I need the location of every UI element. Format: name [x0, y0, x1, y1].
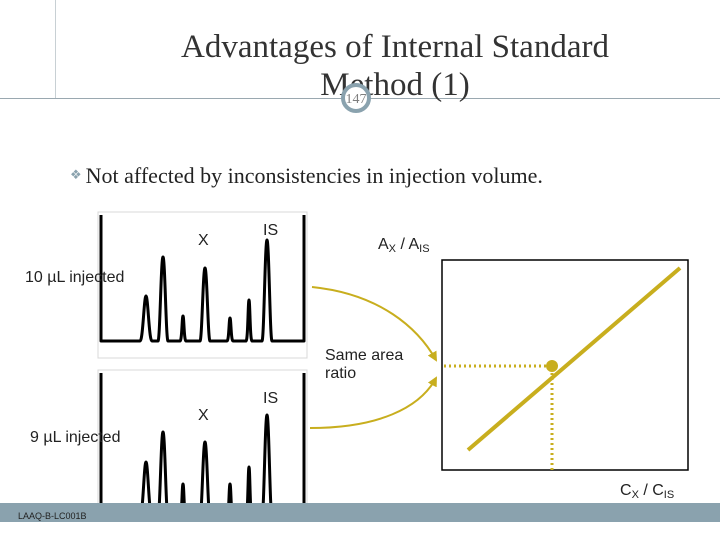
x-axis-label-sub-is: IS — [663, 489, 675, 501]
x-axis-label-main: C — [620, 482, 632, 499]
y-axis-label-sep: / A — [396, 236, 420, 253]
top-injection-label: 10 µL injected — [25, 269, 125, 286]
page-number-ring — [341, 83, 371, 113]
bullet-icon: ❖ — [70, 167, 82, 182]
footer-code: LAAQ-B-LC001B — [18, 511, 87, 521]
x-axis-label-sub-x: X — [631, 489, 639, 501]
bullet-point: ❖ Not affected by inconsistencies in inje… — [70, 163, 543, 189]
bullet-text: Not affected by inconsistencies in injec… — [85, 163, 543, 188]
y-axis-label-sub-x: X — [388, 243, 397, 255]
bottom-injection-label: 9 µL injected — [30, 429, 121, 446]
chromatogram-top-trace — [99, 215, 306, 343]
same-area-ratio-label: Same area ratio — [325, 347, 404, 382]
bottom-peak-x-label: X — [198, 407, 209, 424]
chromatogram-top — [97, 211, 308, 359]
bottom-peak-is-label: IS — [263, 390, 279, 407]
page-number: 147 — [345, 92, 367, 107]
top-peak-x-label: X — [198, 232, 209, 249]
bottom-ratio-arrow — [309, 376, 437, 429]
calibration-line — [466, 266, 682, 452]
x-axis-label: CX / CIS — [620, 482, 674, 504]
y-axis-label-sub-is: IS — [419, 243, 430, 255]
chromatogram-bottom — [97, 369, 308, 521]
top-peak-is-label: IS — [263, 222, 279, 239]
x-axis-label-sep: / C — [638, 482, 664, 499]
footer-bar — [0, 503, 720, 522]
measured-point — [546, 360, 558, 372]
y-axis-label: AX / AIS — [378, 236, 430, 258]
top-ratio-arrow — [311, 286, 437, 362]
title-left-rule — [55, 0, 56, 98]
calibration-plot — [441, 259, 689, 471]
y-axis-label-main: A — [378, 236, 389, 253]
